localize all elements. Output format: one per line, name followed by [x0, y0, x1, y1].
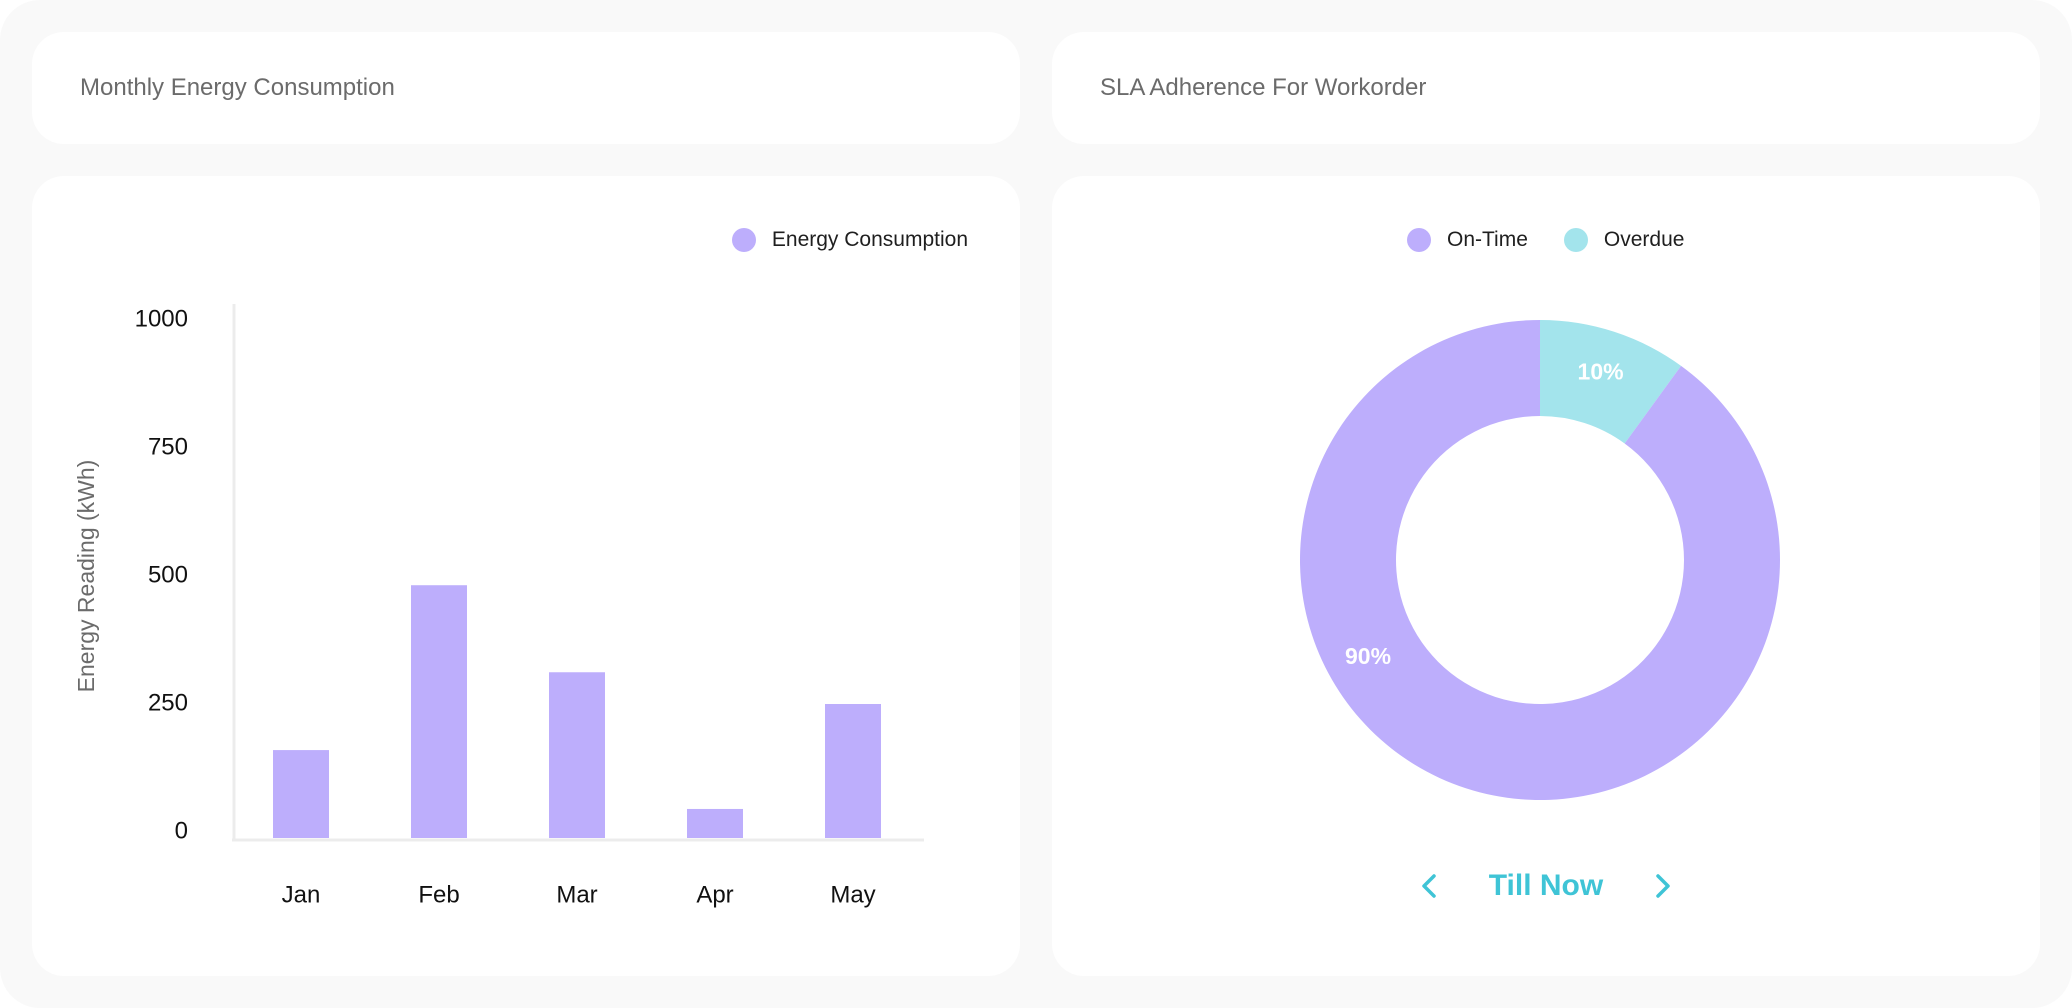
x-tick-label-feb: Feb: [418, 881, 459, 908]
y-tick-label: 250: [148, 689, 188, 716]
x-tick-label-jan: Jan: [282, 881, 321, 908]
period-navigator: Till Now: [1052, 866, 2040, 906]
y-tick-label: 750: [148, 433, 188, 460]
slice-label-overdue: 10%: [1578, 359, 1624, 385]
x-tick-label-apr: Apr: [696, 881, 733, 908]
energy-legend: Energy Consumption: [731, 224, 968, 256]
energy-bar-chart: Energy Reading (kWh) 1000 750 500 250 0 Jan F…: [73, 304, 924, 908]
slice-label-on-time: 90%: [1345, 643, 1391, 669]
bar-apr[interactable]: [687, 808, 743, 838]
legend-item-energy-consumption[interactable]: Energy Consumption: [731, 228, 968, 252]
x-axis-ticks: Jan Feb Mar Apr May: [282, 881, 876, 908]
legend-item-overdue[interactable]: Overdue: [1563, 228, 1685, 252]
legend-label-overdue: Overdue: [1603, 228, 1685, 251]
sla-card-title: SLA Adherence For Workorder: [1100, 74, 1427, 101]
bar-may[interactable]: [825, 704, 881, 838]
legend-dot-overdue: [1563, 228, 1588, 252]
bar-mar[interactable]: [549, 672, 605, 838]
donut-slice-labels: 10% 90%: [1345, 359, 1624, 670]
donut-slice-on-time[interactable]: [1300, 320, 1780, 801]
energy-card-title: Monthly Energy Consumption: [80, 74, 395, 101]
y-axis-title: Energy Reading (kWh): [73, 460, 99, 693]
y-tick-label: 500: [148, 561, 188, 588]
legend-item-on-time[interactable]: On-Time: [1407, 228, 1528, 252]
y-tick-label: 1000: [135, 305, 188, 332]
x-tick-label-mar: Mar: [556, 881, 597, 908]
chevron-left-icon[interactable]: [1409, 866, 1449, 906]
legend-dot-on-time: [1407, 228, 1431, 252]
y-tick-label: 0: [175, 817, 188, 844]
legend-dot-energy-consumption: [731, 228, 756, 252]
bar-series: [273, 585, 881, 838]
legend-label-on-time: On-Time: [1447, 228, 1528, 251]
x-tick-label-may: May: [830, 881, 875, 908]
bar-feb[interactable]: [411, 585, 467, 838]
chevron-right-icon[interactable]: [1643, 866, 1683, 906]
donut-slice-overdue[interactable]: [1540, 320, 1682, 444]
sla-donut-chart: 10% 90%: [1300, 320, 1780, 801]
donut-slices: [1300, 320, 1780, 801]
energy-chart-card: Energy Consumption Energy Reading (kWh) …: [32, 176, 1020, 976]
sla-legend: On-Time Overdue: [1407, 224, 1684, 256]
sla-header-card: SLA Adherence For Workorder: [1052, 32, 2040, 144]
period-label: Till Now: [1488, 869, 1604, 902]
sla-chart-card: On-Time Overdue 10% 90% Till Now: [1052, 176, 2040, 976]
y-axis-ticks: 1000 750 500 250 0: [135, 305, 188, 844]
bar-jan[interactable]: [273, 750, 329, 838]
energy-header-card: Monthly Energy Consumption: [32, 32, 1020, 144]
legend-label-energy-consumption: Energy Consumption: [771, 228, 968, 251]
